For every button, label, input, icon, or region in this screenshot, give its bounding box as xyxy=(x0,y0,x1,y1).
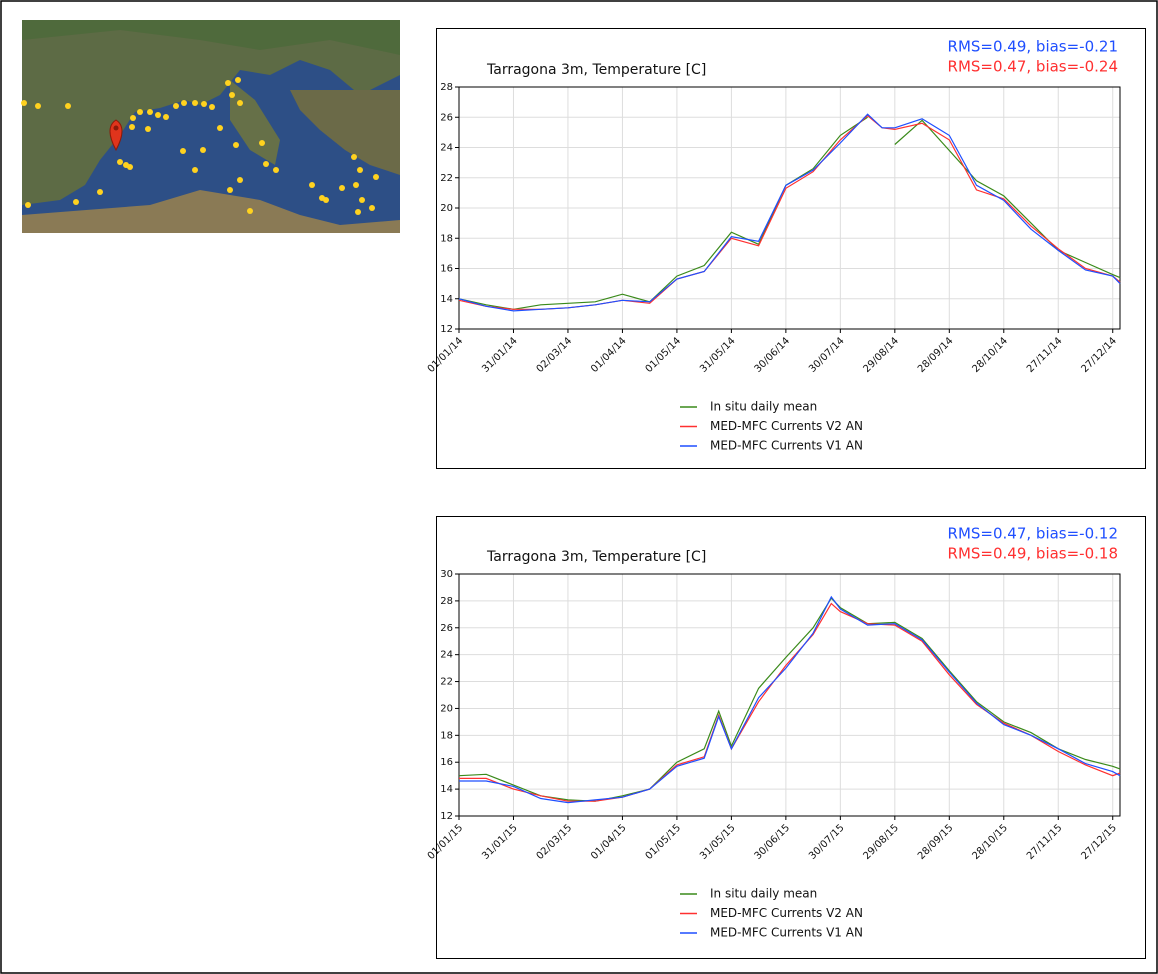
y-tick-label: 28 xyxy=(440,596,453,607)
y-tick-label: 16 xyxy=(440,264,453,275)
series-line xyxy=(458,116,1121,310)
y-tick-label: 24 xyxy=(440,143,453,154)
y-tick-label: 22 xyxy=(440,173,453,184)
y-tick-label: 26 xyxy=(440,623,453,634)
map-stations xyxy=(21,77,379,215)
map-land-italy xyxy=(230,80,280,165)
legend-label: MED-MFC Currents V2 AN xyxy=(710,906,863,920)
y-tick-label: 26 xyxy=(440,112,453,123)
series-line xyxy=(458,113,1121,312)
chart-panel xyxy=(436,28,1146,469)
y-tick-label: 14 xyxy=(440,294,453,305)
map-land-balkans xyxy=(290,90,400,175)
chart-title: Tarragona 3m, Temperature [C] xyxy=(486,62,706,78)
y-tick-label: 12 xyxy=(440,324,453,335)
y-tick-label: 18 xyxy=(440,730,453,741)
annotation: RMS=0.49, bias=-0.18 xyxy=(948,545,1118,563)
y-tick-label: 24 xyxy=(440,650,453,661)
y-tick-label: 30 xyxy=(440,569,453,580)
y-tick-label: 28 xyxy=(440,82,453,93)
legend-label: MED-MFC Currents V1 AN xyxy=(710,926,863,940)
y-tick-label: 14 xyxy=(440,784,453,795)
map[interactable] xyxy=(21,20,400,233)
chart-title: Tarragona 3m, Temperature [C] xyxy=(486,549,706,565)
map-pin-dot xyxy=(113,125,119,131)
map-pin[interactable] xyxy=(109,119,123,152)
legend-label: MED-MFC Currents V1 AN xyxy=(710,439,863,453)
legend-label: In situ daily mean xyxy=(710,400,817,414)
y-tick-label: 16 xyxy=(440,757,453,768)
map-land-north xyxy=(22,20,400,205)
chart-panel xyxy=(436,516,1146,959)
y-tick-label: 22 xyxy=(440,677,453,688)
y-tick-label: 20 xyxy=(440,703,453,714)
y-tick-label: 18 xyxy=(440,233,453,244)
annotation: RMS=0.47, bias=-0.24 xyxy=(948,58,1118,76)
y-tick-label: 12 xyxy=(440,811,453,822)
map-land-alps xyxy=(22,20,400,55)
plot-frame xyxy=(458,573,1121,817)
series-line xyxy=(458,597,1121,802)
annotation: RMS=0.49, bias=-0.21 xyxy=(948,38,1118,56)
annotation: RMS=0.47, bias=-0.12 xyxy=(948,525,1118,543)
legend-label: MED-MFC Currents V2 AN xyxy=(710,419,863,433)
y-tick-label: 20 xyxy=(440,203,453,214)
map-land-africa xyxy=(22,190,400,233)
legend-label: In situ daily mean xyxy=(710,887,817,901)
plot-frame xyxy=(458,86,1121,330)
series-line xyxy=(459,595,1121,804)
